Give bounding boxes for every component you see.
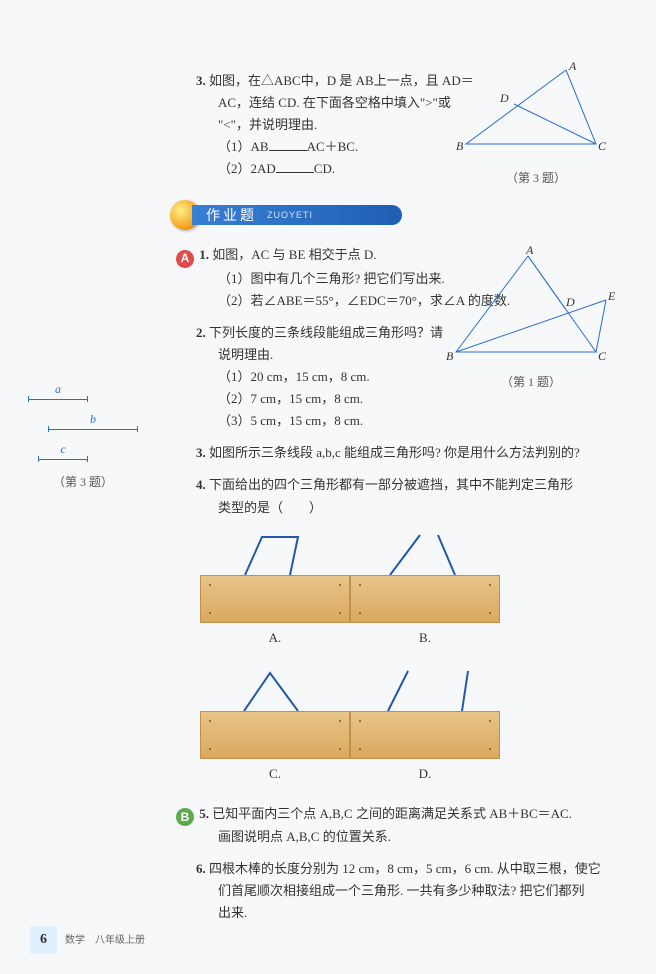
b5-line2: 画图说明点 A,B,C 的位置关系. (218, 826, 616, 848)
opt-a-label: A. (200, 627, 350, 649)
badge-a: A (176, 250, 194, 268)
wood-c (200, 711, 350, 759)
q3-num: 3. (196, 73, 206, 88)
svg-text:E: E (607, 289, 616, 303)
q3-text-l1: 如图，在△ABC中，D 是 AB上一点，且 AD＝ (209, 73, 474, 88)
a3-num: 3. (196, 445, 206, 460)
q3-sub2-label: （2）2AD (218, 161, 276, 176)
svg-text:D: D (565, 295, 575, 309)
opt-d-label: D. (350, 763, 500, 785)
q3-sub1-label: （1）AB (218, 139, 269, 154)
b6-line3: 出来. (218, 902, 616, 924)
q3-figure: A B C D (456, 64, 616, 159)
b6-line2: 们首尾顺次相接组成一个三角形. 一共有多少种取法? 把它们都列 (218, 880, 616, 902)
a4-num: 4. (196, 477, 206, 492)
a2-sub2: （2）7 cm，15 cm，8 cm. (218, 388, 616, 410)
opt-b-label: B. (350, 627, 500, 649)
option-c[interactable]: C. (200, 667, 350, 785)
q3-blank2[interactable] (276, 160, 314, 173)
a2-num: 2. (196, 325, 206, 340)
a2-sub3: （3）5 cm，15 cm，8 cm. (218, 410, 616, 432)
svg-text:B: B (456, 139, 464, 153)
wood-a (200, 575, 350, 623)
page-number: 6 (30, 926, 57, 954)
q3-sub1-tail: AC＋BC. (307, 139, 359, 154)
a2-sub1: （1）20 cm，15 cm，8 cm. (218, 366, 616, 388)
footer: 6 数学 八年级上册 (30, 926, 145, 954)
a2-line2: 说明理由. (218, 344, 616, 366)
option-b[interactable]: B. (350, 531, 500, 649)
option-d[interactable]: D. (350, 667, 500, 785)
option-a[interactable]: A. (200, 531, 350, 649)
svg-text:A: A (568, 59, 577, 73)
b5-line1: 已知平面内三个点 A,B,C 之间的距离满足关系式 AB＋BC＝AC. (212, 806, 572, 821)
seg-a-label: a (55, 379, 61, 399)
q3-caption: （第 3 题） (456, 168, 616, 188)
footer-text: 数学 八年级上册 (65, 932, 145, 949)
svg-text:A: A (525, 243, 534, 257)
b6-line1: 四根木棒的长度分别为 12 cm，8 cm，5 cm，6 cm. 从中取三根，使… (209, 861, 601, 876)
opt-c-label: C. (200, 763, 350, 785)
b6-num: 6. (196, 861, 206, 876)
section-pinyin: ZUOYETI (267, 208, 313, 223)
section-title: 作业题 (206, 204, 257, 228)
wood-d (350, 711, 500, 759)
a3-text: 如图所示三条线段 a,b,c 能组成三角形吗? 你是用什么方法判别的? (209, 445, 580, 460)
svg-text:C: C (598, 139, 607, 153)
q3-blank1[interactable] (269, 138, 307, 151)
a1-num: 1. (199, 247, 209, 262)
a1-line1: 如图，AC 与 BE 相交于点 D. (212, 247, 376, 262)
a2-line1: 下列长度的三条线段能组成三角形吗？请 (209, 325, 443, 340)
svg-text:D: D (499, 91, 509, 105)
wood-b (350, 575, 500, 623)
badge-b: B (176, 808, 194, 826)
section-header: 作业题 ZUOYETI (170, 200, 616, 230)
q3-sub2-tail: CD. (314, 161, 335, 176)
a4-line2: 类型的是（ ） (218, 497, 616, 519)
seg-b-label: b (90, 409, 96, 429)
a4-line1: 下面给出的四个三角形都有一部分被遮挡，其中不能判定三角形 (209, 477, 573, 492)
b5-num: 5. (199, 806, 209, 821)
